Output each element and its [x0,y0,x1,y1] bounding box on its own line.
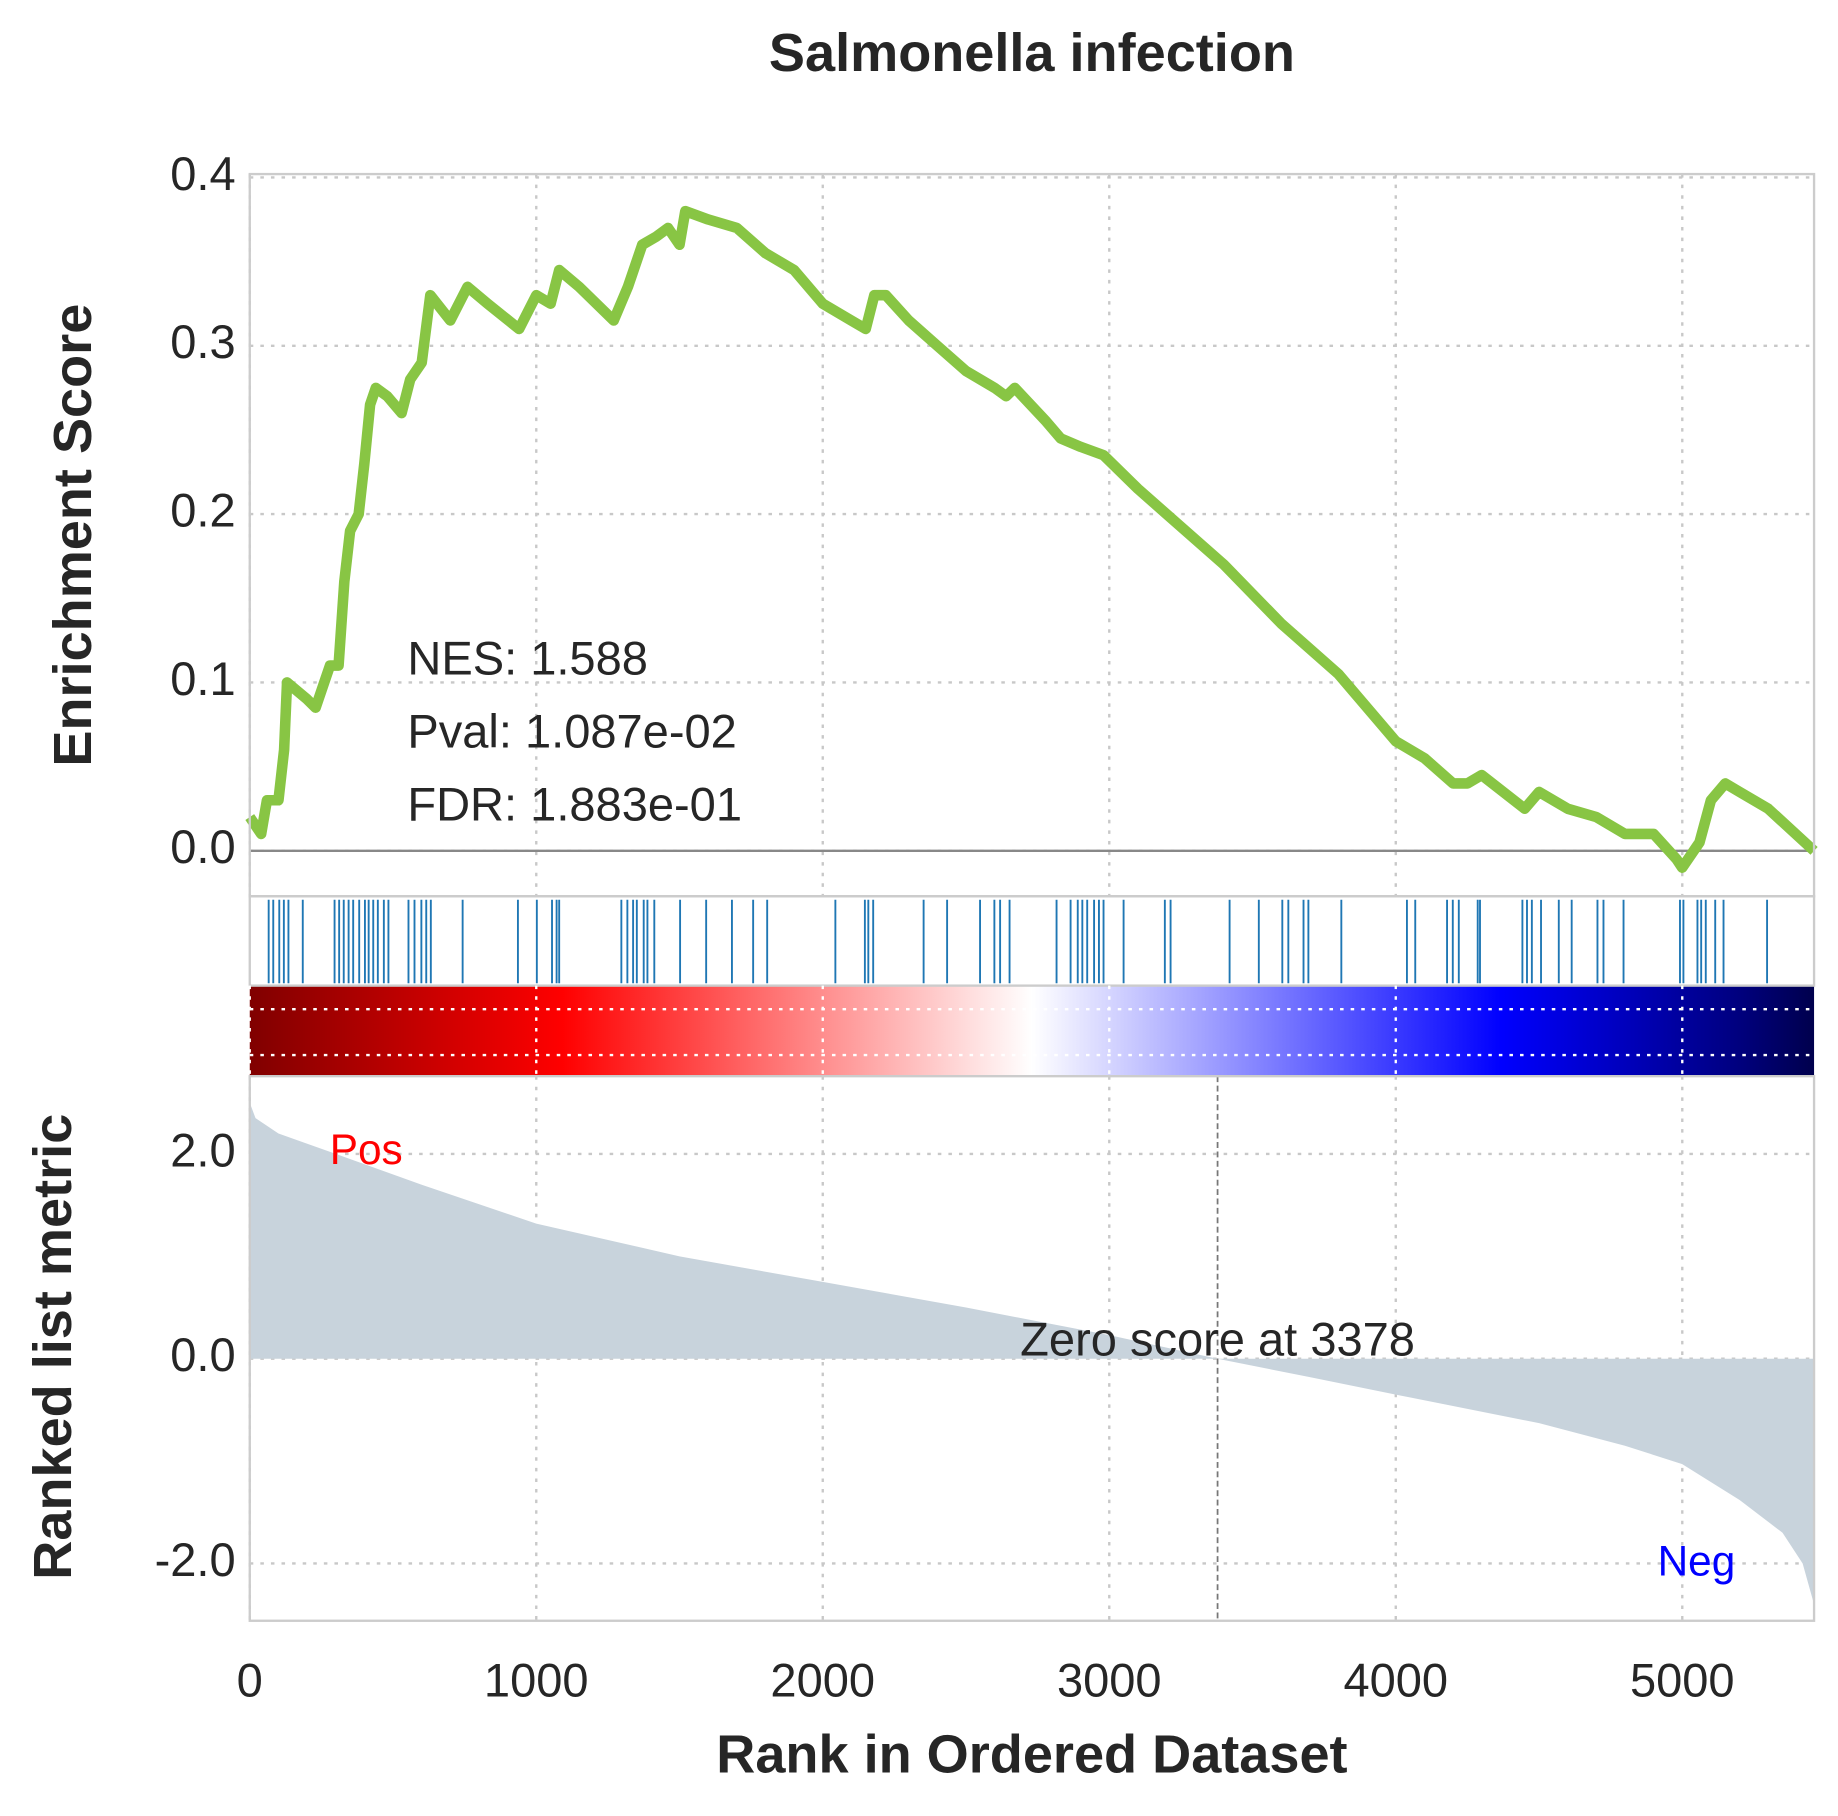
zero-score-label: Zero score at 3378 [1020,1313,1415,1366]
y-tick-label: 0.4 [170,147,235,200]
chart-title: Salmonella infection [769,23,1295,83]
es-line [245,205,1818,873]
stat-annotation: Pval: 1.087e-02 [407,705,736,758]
x-tick-label: 1000 [484,1654,589,1707]
x-tick-label: 5000 [1630,1654,1735,1707]
colorbar [249,985,1815,1077]
axes-frame [248,895,1816,987]
neg-label: Neg [1658,1537,1736,1584]
y-tick-label: -2.0 [155,1533,236,1586]
pos-label: Pos [330,1126,403,1173]
y-tick-label: 0.1 [170,652,235,705]
y-tick-label: 0.0 [170,820,235,873]
y-tick-label: 0.0 [170,1328,235,1381]
y-tick-label: 0.2 [170,484,235,537]
metric-area [249,1102,1815,1605]
x-axis-label: Rank in Ordered Dataset [716,1725,1347,1785]
y-axis-label: Enrichment Score [43,304,103,767]
x-tick-label: 0 [237,1654,263,1707]
stat-annotation: FDR: 1.883e-01 [407,777,742,830]
x-tick-label: 4000 [1343,1654,1448,1707]
y-tick-label: 0.3 [170,315,235,368]
y-tick-label: 2.0 [170,1123,235,1176]
axes-frame [248,1075,1816,1622]
x-tick-label: 3000 [1057,1654,1162,1707]
y-axis-label: Ranked list metric [23,1114,83,1580]
stat-annotation: NES: 1.588 [407,632,648,685]
x-tick-label: 2000 [770,1654,875,1707]
